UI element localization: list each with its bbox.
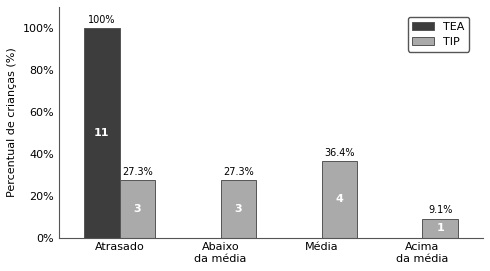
Text: 4: 4	[335, 194, 343, 204]
Text: 3: 3	[234, 204, 242, 214]
Text: 9.1%: 9.1%	[428, 205, 452, 215]
Text: 11: 11	[94, 128, 110, 138]
Text: 100%: 100%	[88, 15, 116, 25]
Bar	[321, 161, 357, 238]
Bar	[120, 180, 155, 238]
Text: 3: 3	[133, 204, 141, 214]
Bar	[84, 28, 120, 238]
Text: 27.3%: 27.3%	[223, 167, 254, 177]
Y-axis label: Percentual de crianças (%): Percentual de crianças (%)	[7, 47, 17, 197]
Text: 1: 1	[436, 223, 444, 233]
Legend: TEA, TIP: TEA, TIP	[408, 17, 469, 51]
Text: 36.4%: 36.4%	[324, 148, 354, 158]
Bar	[220, 180, 256, 238]
Bar	[422, 218, 458, 238]
Text: 27.3%: 27.3%	[122, 167, 152, 177]
